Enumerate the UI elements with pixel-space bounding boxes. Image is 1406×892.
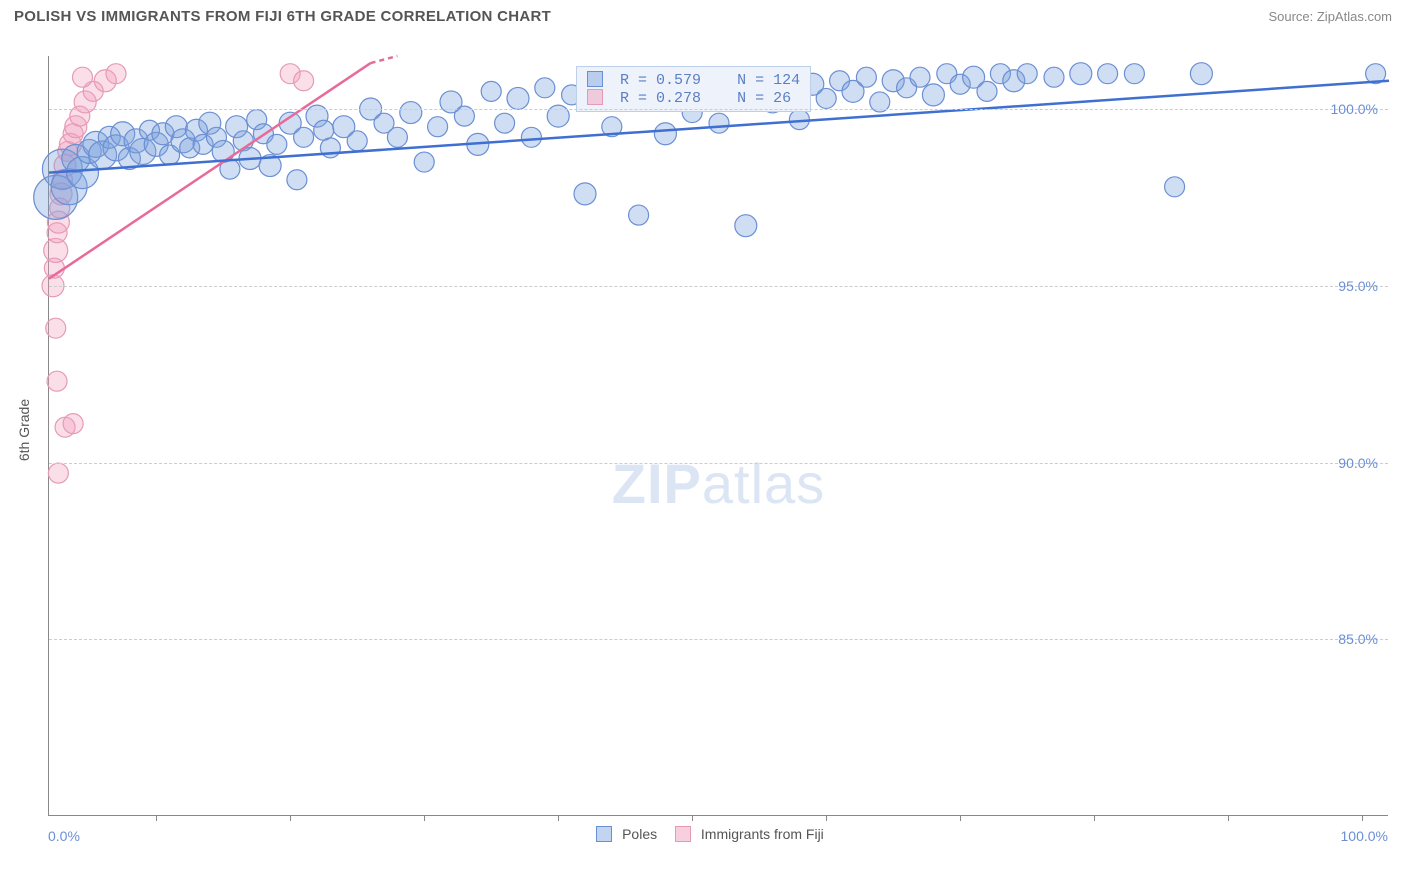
x-tick: [290, 815, 291, 821]
r-label-2: R =: [620, 90, 647, 107]
x-tick: [424, 815, 425, 821]
gridline: [49, 639, 1388, 640]
trend-line: [371, 56, 398, 63]
data-point: [267, 134, 287, 154]
x-tick: [826, 815, 827, 821]
data-point: [400, 102, 422, 124]
data-point: [294, 71, 314, 91]
y-tick-label: 85.0%: [1338, 631, 1378, 647]
data-point: [1165, 177, 1185, 197]
n-label-1: N =: [737, 72, 764, 89]
data-point: [709, 113, 729, 133]
data-point: [1044, 67, 1064, 87]
data-point: [63, 414, 83, 434]
data-point: [387, 127, 407, 147]
data-point: [654, 123, 676, 145]
data-point: [816, 88, 836, 108]
n-value-2: 26: [773, 90, 791, 107]
y-tick-label: 90.0%: [1338, 455, 1378, 471]
data-point: [1070, 63, 1092, 85]
r-label-1: R =: [620, 72, 647, 89]
x-tick: [558, 815, 559, 821]
data-point: [1124, 64, 1144, 84]
data-point: [535, 78, 555, 98]
data-point: [977, 81, 997, 101]
data-point: [922, 84, 944, 106]
x-tick: [1228, 815, 1229, 821]
x-tick: [692, 815, 693, 821]
data-point: [314, 120, 334, 140]
scatter-svg: [49, 56, 1388, 815]
n-value-1: 124: [773, 72, 800, 89]
stat-row-2: R = 0.278 N = 26: [587, 89, 800, 107]
data-point: [521, 127, 541, 147]
y-axis-label: 6th Grade: [16, 399, 32, 461]
data-point: [1098, 64, 1118, 84]
r-value-1: 0.579: [656, 72, 701, 89]
data-point: [856, 67, 876, 87]
legend-swatch-poles-icon: [596, 826, 612, 842]
y-tick-label: 100.0%: [1331, 101, 1378, 117]
data-point: [735, 215, 757, 237]
x-tick: [1094, 815, 1095, 821]
data-point: [46, 318, 66, 338]
x-tick: [960, 815, 961, 821]
data-point: [910, 67, 930, 87]
y-tick-label: 95.0%: [1338, 278, 1378, 294]
gridline: [49, 463, 1388, 464]
legend-swatch-fiji-icon: [675, 826, 691, 842]
data-point: [287, 170, 307, 190]
gridline: [49, 109, 1388, 110]
data-point: [629, 205, 649, 225]
gridline: [49, 286, 1388, 287]
chart-title: POLISH VS IMMIGRANTS FROM FIJI 6TH GRADE…: [14, 8, 551, 25]
data-point: [106, 64, 126, 84]
legend-label-poles: Poles: [622, 826, 657, 842]
data-point: [481, 81, 501, 101]
data-point: [414, 152, 434, 172]
data-point: [507, 87, 529, 109]
chart-plot-area: ZIPatlas R = 0.579 N = 124 R = 0.278 N =…: [48, 56, 1388, 816]
r-value-2: 0.278: [656, 90, 701, 107]
legend-bottom: Poles Immigrants from Fiji: [0, 826, 1406, 842]
n-label-2: N =: [737, 90, 764, 107]
data-point: [428, 117, 448, 137]
x-tick: [156, 815, 157, 821]
data-point: [73, 67, 93, 87]
data-point: [294, 127, 314, 147]
data-point: [48, 463, 68, 483]
legend-label-fiji: Immigrants from Fiji: [701, 826, 824, 842]
swatch-series1-icon: [587, 71, 603, 87]
stat-legend-box: R = 0.579 N = 124 R = 0.278 N = 26: [576, 66, 811, 112]
source-label: Source: ZipAtlas.com: [1268, 9, 1392, 24]
data-point: [1017, 64, 1037, 84]
swatch-series2-icon: [587, 89, 603, 105]
data-point: [574, 183, 596, 205]
x-tick: [1362, 815, 1363, 821]
data-point: [1190, 63, 1212, 85]
data-point: [347, 131, 367, 151]
data-point: [47, 371, 67, 391]
stat-row-1: R = 0.579 N = 124: [587, 71, 800, 89]
data-point: [495, 113, 515, 133]
